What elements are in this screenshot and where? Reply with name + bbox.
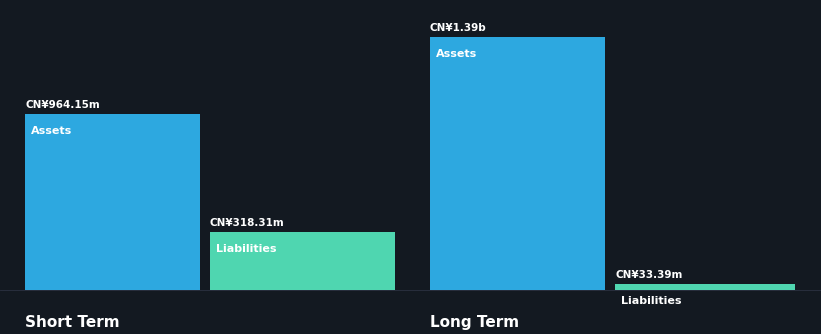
Bar <box>430 37 605 290</box>
Text: CN¥964.15m: CN¥964.15m <box>25 101 99 110</box>
Bar <box>615 284 795 290</box>
Bar <box>25 114 200 290</box>
Text: CN¥318.31m: CN¥318.31m <box>210 218 285 228</box>
Text: Assets: Assets <box>31 126 72 136</box>
Text: CN¥1.39b: CN¥1.39b <box>430 23 487 33</box>
Text: CN¥33.39m: CN¥33.39m <box>615 270 682 280</box>
Text: Assets: Assets <box>436 49 477 59</box>
Text: Long Term: Long Term <box>430 315 519 330</box>
Bar <box>210 232 395 290</box>
Text: Liabilities: Liabilities <box>621 296 681 306</box>
Text: Short Term: Short Term <box>25 315 120 330</box>
Text: Liabilities: Liabilities <box>216 244 277 254</box>
